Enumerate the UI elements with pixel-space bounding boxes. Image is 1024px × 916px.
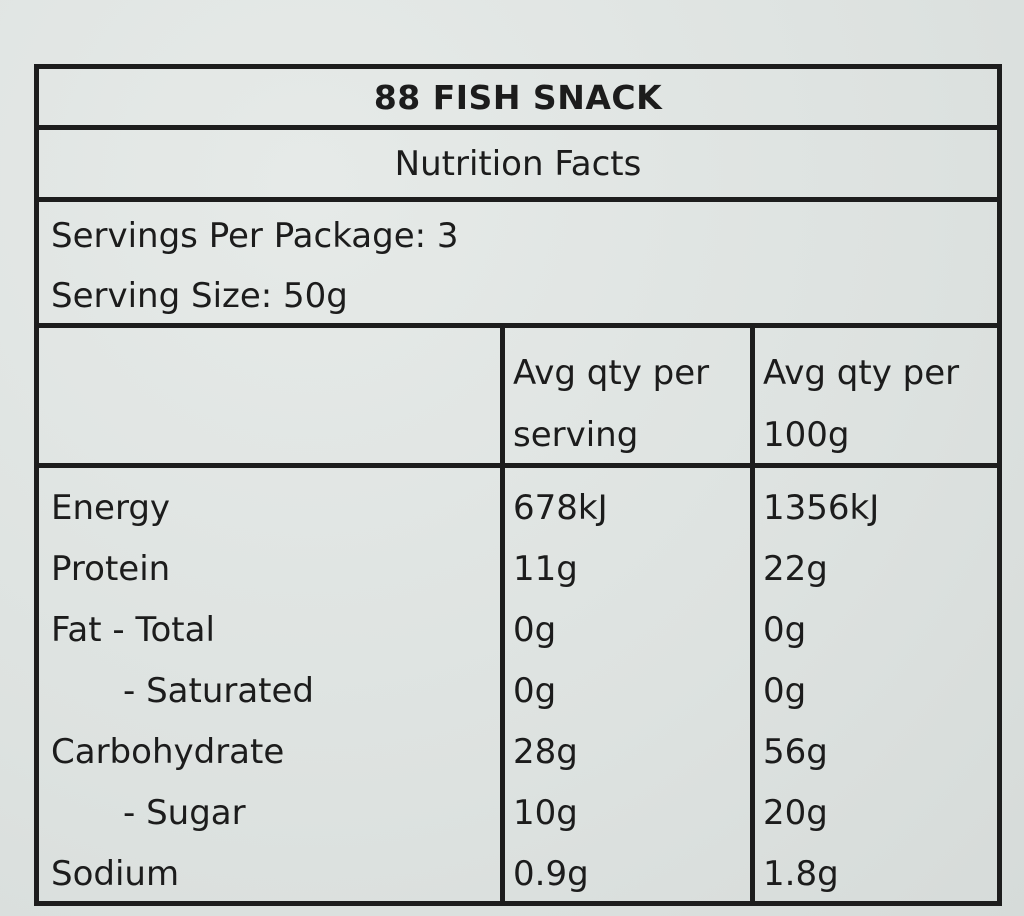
product-title: 88 FISH SNACK	[373, 77, 663, 117]
table-row: - Sugar 10g 20g	[39, 783, 997, 844]
column-header-line: Avg qty per	[513, 353, 710, 393]
column-header-line: 100g	[763, 415, 850, 455]
value-per-serving: 28g	[513, 732, 578, 772]
table-row: - Saturated 0g 0g	[39, 661, 997, 722]
nutrient-name: Carbohydrate	[51, 732, 285, 772]
value-per-serving: 0g	[513, 671, 557, 711]
value-per-100g: 0g	[763, 671, 807, 711]
serving-info: Servings Per Package: 3 Serving Size: 50…	[39, 202, 997, 328]
header-divider	[39, 463, 997, 468]
value-per-100g: 1356kJ	[763, 488, 880, 528]
value-per-serving: 0.9g	[513, 854, 589, 894]
table-row: Carbohydrate 28g 56g	[39, 722, 997, 783]
table-row: Sodium 0.9g 1.8g	[39, 844, 997, 905]
value-per-serving: 678kJ	[513, 488, 608, 528]
serving-size: Serving Size: 50g	[51, 276, 348, 316]
nutrition-label: 88 FISH SNACK Nutrition Facts Servings P…	[34, 64, 1002, 906]
value-per-serving: 11g	[513, 549, 578, 589]
value-per-100g: 1.8g	[763, 854, 839, 894]
nutrient-name: Energy	[51, 488, 171, 528]
nutrient-name: - Saturated	[123, 671, 315, 711]
table-row: Energy 678kJ 1356kJ	[39, 478, 997, 539]
nutrition-heading: Nutrition Facts	[394, 143, 642, 184]
column-header-line: serving	[513, 415, 639, 455]
servings-per-package: Servings Per Package: 3	[51, 216, 459, 256]
value-per-100g: 20g	[763, 793, 828, 833]
value-per-100g: 56g	[763, 732, 828, 772]
nutrient-name: - Sugar	[123, 793, 246, 833]
value-per-100g: 0g	[763, 610, 807, 650]
table-row: Protein 11g 22g	[39, 539, 997, 600]
nutrition-table: Avg qty per serving Avg qty per 100g Ene…	[39, 328, 997, 901]
value-per-100g: 22g	[763, 549, 828, 589]
nutrition-heading-row: Nutrition Facts	[39, 130, 997, 202]
nutrient-name: Protein	[51, 549, 171, 589]
table-row: Fat - Total 0g 0g	[39, 600, 997, 661]
column-divider	[500, 328, 505, 901]
nutrient-name: Sodium	[51, 854, 180, 894]
column-header-per-serving: Avg qty per serving	[513, 342, 748, 466]
product-title-row: 88 FISH SNACK	[39, 69, 997, 130]
column-divider	[750, 328, 755, 901]
column-header-per-100g: Avg qty per 100g	[763, 342, 1001, 466]
nutrient-name: Fat - Total	[51, 610, 215, 650]
value-per-serving: 10g	[513, 793, 578, 833]
value-per-serving: 0g	[513, 610, 557, 650]
column-header-line: Avg qty per	[763, 353, 960, 393]
